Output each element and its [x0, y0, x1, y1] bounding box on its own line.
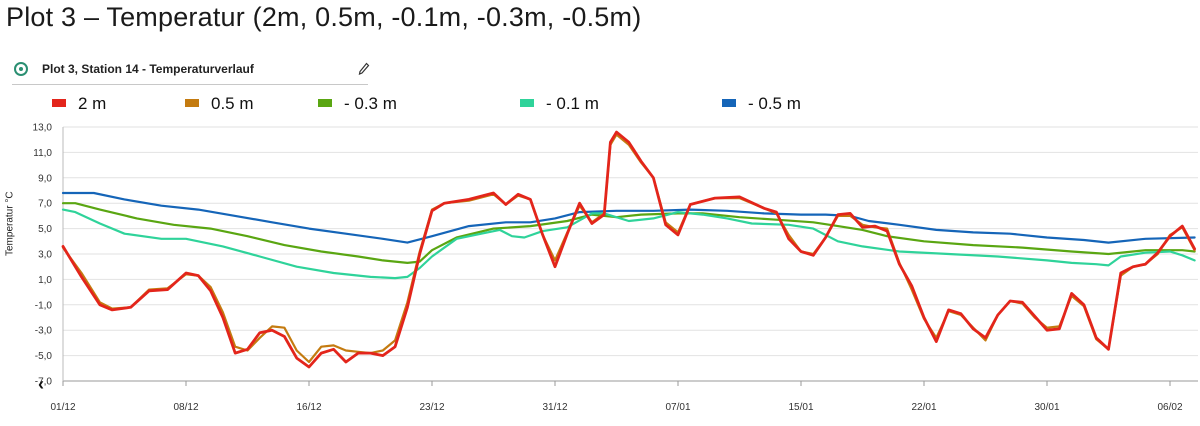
legend-label: - 0.3 m — [344, 94, 397, 113]
y-tick-label: 9,0 — [38, 173, 52, 184]
x-tick-label: 31/12 — [542, 402, 567, 413]
legend-swatch — [185, 99, 199, 107]
y-tick-label: 1,0 — [38, 275, 52, 286]
x-tick-label: 23/12 — [419, 402, 444, 413]
chart-selector[interactable]: Plot 3, Station 14 - Temperaturverlauf — [12, 60, 370, 85]
y-tick-label: -1,0 — [35, 300, 53, 311]
x-tick-label: 15/01 — [788, 402, 813, 413]
page-title: Plot 3 – Temperatur (2m, 0.5m, -0.1m, -0… — [6, 2, 642, 32]
x-tick-label: 22/01 — [911, 402, 936, 413]
series-line — [61, 130, 1196, 369]
legend-swatch — [520, 99, 534, 107]
x-tick-label: 30/01 — [1034, 402, 1059, 413]
series-line — [61, 208, 1196, 280]
y-tick-label: -3,0 — [35, 326, 53, 337]
legend-label: 0.5 m — [211, 94, 254, 113]
y-tick-label: 5,0 — [38, 224, 52, 235]
chevron-left-icon[interactable]: ‹ — [38, 374, 44, 394]
x-tick-label: 07/01 — [665, 402, 690, 413]
y-tick-label: 7,0 — [38, 199, 52, 210]
x-tick-label: 06/02 — [1157, 402, 1182, 413]
y-tick-label: 3,0 — [38, 250, 52, 261]
legend-label: 2 m — [78, 94, 107, 113]
y-tick-label: -7,0 — [35, 377, 53, 388]
y-tick-label: 13,0 — [33, 123, 53, 134]
x-tick-label: 16/12 — [296, 402, 321, 413]
legend-label: - 0.5 m — [748, 94, 801, 113]
x-tick-label: 01/12 — [50, 402, 75, 413]
y-tick-label: -5,0 — [35, 351, 53, 362]
y-tick-label: 11,0 — [33, 148, 52, 159]
legend-swatch — [318, 99, 332, 107]
selector-label: Plot 3, Station 14 - Temperaturverlauf — [42, 62, 254, 76]
series-line — [61, 191, 1196, 244]
legend-swatch — [52, 99, 66, 107]
legend-label: - 0.1 m — [546, 94, 599, 113]
pencil-icon[interactable] — [358, 62, 370, 76]
x-tick-label: 08/12 — [173, 402, 198, 413]
legend-swatch — [722, 99, 736, 107]
radio-selected-icon[interactable] — [14, 62, 28, 76]
